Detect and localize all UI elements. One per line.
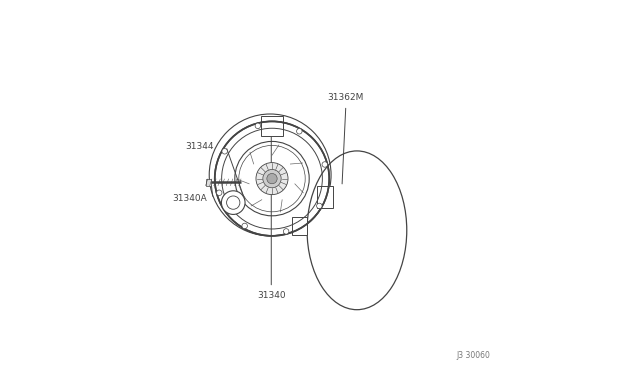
Circle shape <box>256 163 288 195</box>
Circle shape <box>213 119 331 238</box>
Circle shape <box>267 173 277 184</box>
Circle shape <box>263 170 281 188</box>
Text: 31362M: 31362M <box>327 93 364 102</box>
FancyBboxPatch shape <box>292 217 307 235</box>
Circle shape <box>242 223 248 229</box>
Text: 31344: 31344 <box>185 142 214 151</box>
Circle shape <box>221 191 245 214</box>
Circle shape <box>216 190 222 196</box>
Circle shape <box>317 203 322 209</box>
Circle shape <box>296 129 302 134</box>
Circle shape <box>322 162 328 167</box>
Text: 31340: 31340 <box>257 291 285 300</box>
Bar <box>206 179 211 186</box>
Circle shape <box>222 148 227 154</box>
Circle shape <box>284 229 289 234</box>
Text: 31340A: 31340A <box>172 195 207 203</box>
FancyBboxPatch shape <box>261 116 283 137</box>
Circle shape <box>255 123 260 129</box>
Ellipse shape <box>307 151 407 310</box>
Text: J3 30060: J3 30060 <box>456 350 490 359</box>
FancyBboxPatch shape <box>317 186 333 208</box>
Circle shape <box>209 114 331 236</box>
